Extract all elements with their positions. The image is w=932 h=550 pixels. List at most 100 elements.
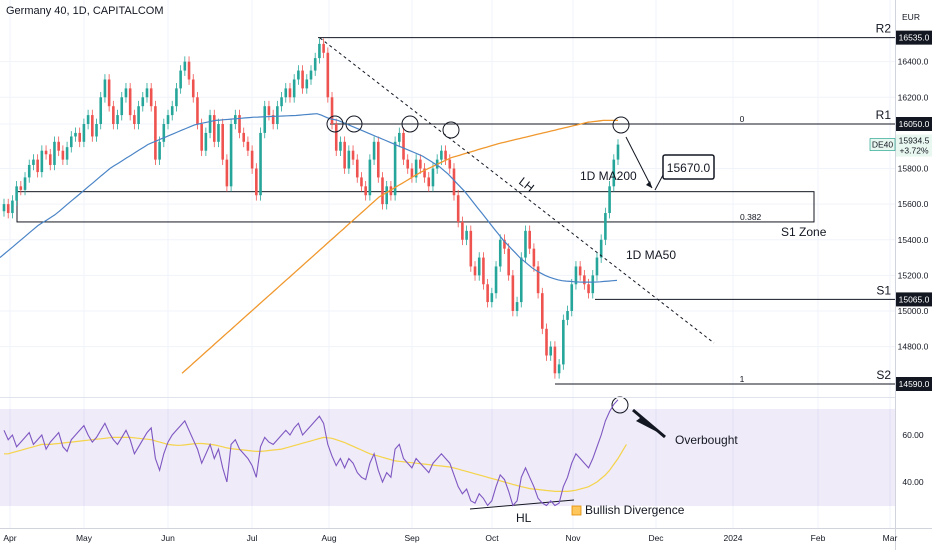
last-change: +3.72% xyxy=(899,146,929,156)
level-name: R2 xyxy=(876,22,892,36)
candle xyxy=(536,266,540,294)
candle xyxy=(86,115,90,124)
time-axis[interactable]: Apr May Jun Jul Aug Sep Oct Nov Dec 2024 Feb Mar xyxy=(3,533,897,543)
price-tag-bg xyxy=(896,30,932,45)
candle xyxy=(587,284,590,294)
candle xyxy=(347,150,351,169)
time-tick: Jun xyxy=(161,533,175,543)
currency-label[interactable]: EUR xyxy=(902,12,920,22)
candle xyxy=(448,159,452,169)
candle xyxy=(498,239,502,267)
price-tag: 16050.0 xyxy=(899,119,930,129)
candle xyxy=(376,141,380,178)
candle xyxy=(95,124,98,137)
rsi-tick: 40.00 xyxy=(902,477,924,487)
candle xyxy=(48,154,52,165)
candle xyxy=(578,266,582,276)
ma200-label: 1D MA200 xyxy=(580,169,637,183)
candle xyxy=(398,132,401,142)
price-tick: 16200.0 xyxy=(898,92,929,102)
candle xyxy=(65,147,69,160)
time-tick: May xyxy=(76,533,93,543)
candle xyxy=(204,132,208,151)
candle xyxy=(309,70,313,80)
time-tick: Jul xyxy=(247,533,258,543)
candle xyxy=(6,204,10,214)
candle xyxy=(2,204,6,212)
candle xyxy=(196,97,199,124)
target-box xyxy=(662,154,715,180)
chart-title: Germany 40, 1D, CAPITALCOM xyxy=(6,5,164,17)
candle xyxy=(82,124,86,142)
candle xyxy=(284,88,288,98)
candle xyxy=(599,239,603,258)
candle xyxy=(19,186,23,190)
candle xyxy=(583,275,586,285)
candle xyxy=(246,141,250,151)
candle xyxy=(44,150,48,155)
candle xyxy=(406,159,410,169)
fib-label: 1 xyxy=(740,374,745,384)
price-tick: 15800.0 xyxy=(898,164,929,174)
candle xyxy=(486,284,489,303)
candle xyxy=(263,106,267,133)
candle xyxy=(74,132,77,137)
time-tick: Dec xyxy=(648,533,664,543)
candle xyxy=(524,230,527,258)
candle xyxy=(175,88,178,107)
candle xyxy=(229,124,233,187)
candle xyxy=(532,248,536,267)
time-tick: Apr xyxy=(3,533,16,543)
candle xyxy=(61,150,65,160)
time-tick: Mar xyxy=(883,533,898,543)
symbol-tag: DE40 xyxy=(872,140,894,150)
candle xyxy=(591,275,595,294)
candle xyxy=(250,150,254,169)
bullish-divergence-icon xyxy=(571,505,582,516)
price-tick: 15200.0 xyxy=(898,270,929,280)
price-tag: 14590.0 xyxy=(899,379,930,389)
candle xyxy=(297,70,300,80)
candle xyxy=(15,186,18,201)
last-price-bg xyxy=(896,134,932,157)
candle xyxy=(313,58,317,71)
zone-box xyxy=(16,191,815,223)
candle xyxy=(11,200,14,214)
ma50-line xyxy=(0,113,618,283)
candle xyxy=(40,150,44,173)
candle xyxy=(452,168,456,196)
candle xyxy=(549,346,553,356)
candle xyxy=(305,79,309,89)
candle xyxy=(360,177,363,187)
candle xyxy=(616,144,620,160)
candle xyxy=(78,132,81,142)
candle xyxy=(212,115,216,142)
candle xyxy=(482,257,485,285)
price-axis[interactable]: 16535.0 16050.0 15065.0 14590.0 16400.0 16200… xyxy=(869,30,932,487)
level-name: R1 xyxy=(876,108,892,122)
candle xyxy=(238,115,241,133)
candle xyxy=(91,115,94,137)
candle xyxy=(570,284,574,311)
candle xyxy=(393,141,397,196)
candle xyxy=(326,52,330,98)
candle xyxy=(541,293,544,329)
candle xyxy=(562,319,565,365)
time-tick: Nov xyxy=(565,533,581,543)
candle xyxy=(419,159,422,169)
rsi-band xyxy=(0,409,895,506)
candle xyxy=(604,213,607,240)
price-tag: 16535.0 xyxy=(899,33,930,43)
projection-arrowhead xyxy=(646,181,652,188)
pivot-circle xyxy=(612,116,630,134)
candle xyxy=(36,159,39,173)
candle xyxy=(170,106,174,116)
candle xyxy=(301,70,304,89)
overbought-label: Overbought xyxy=(675,433,738,447)
time-tick: Oct xyxy=(485,533,499,543)
candle xyxy=(528,230,531,249)
pivot-circle xyxy=(442,121,460,139)
candle xyxy=(423,168,426,178)
candle xyxy=(99,97,103,124)
